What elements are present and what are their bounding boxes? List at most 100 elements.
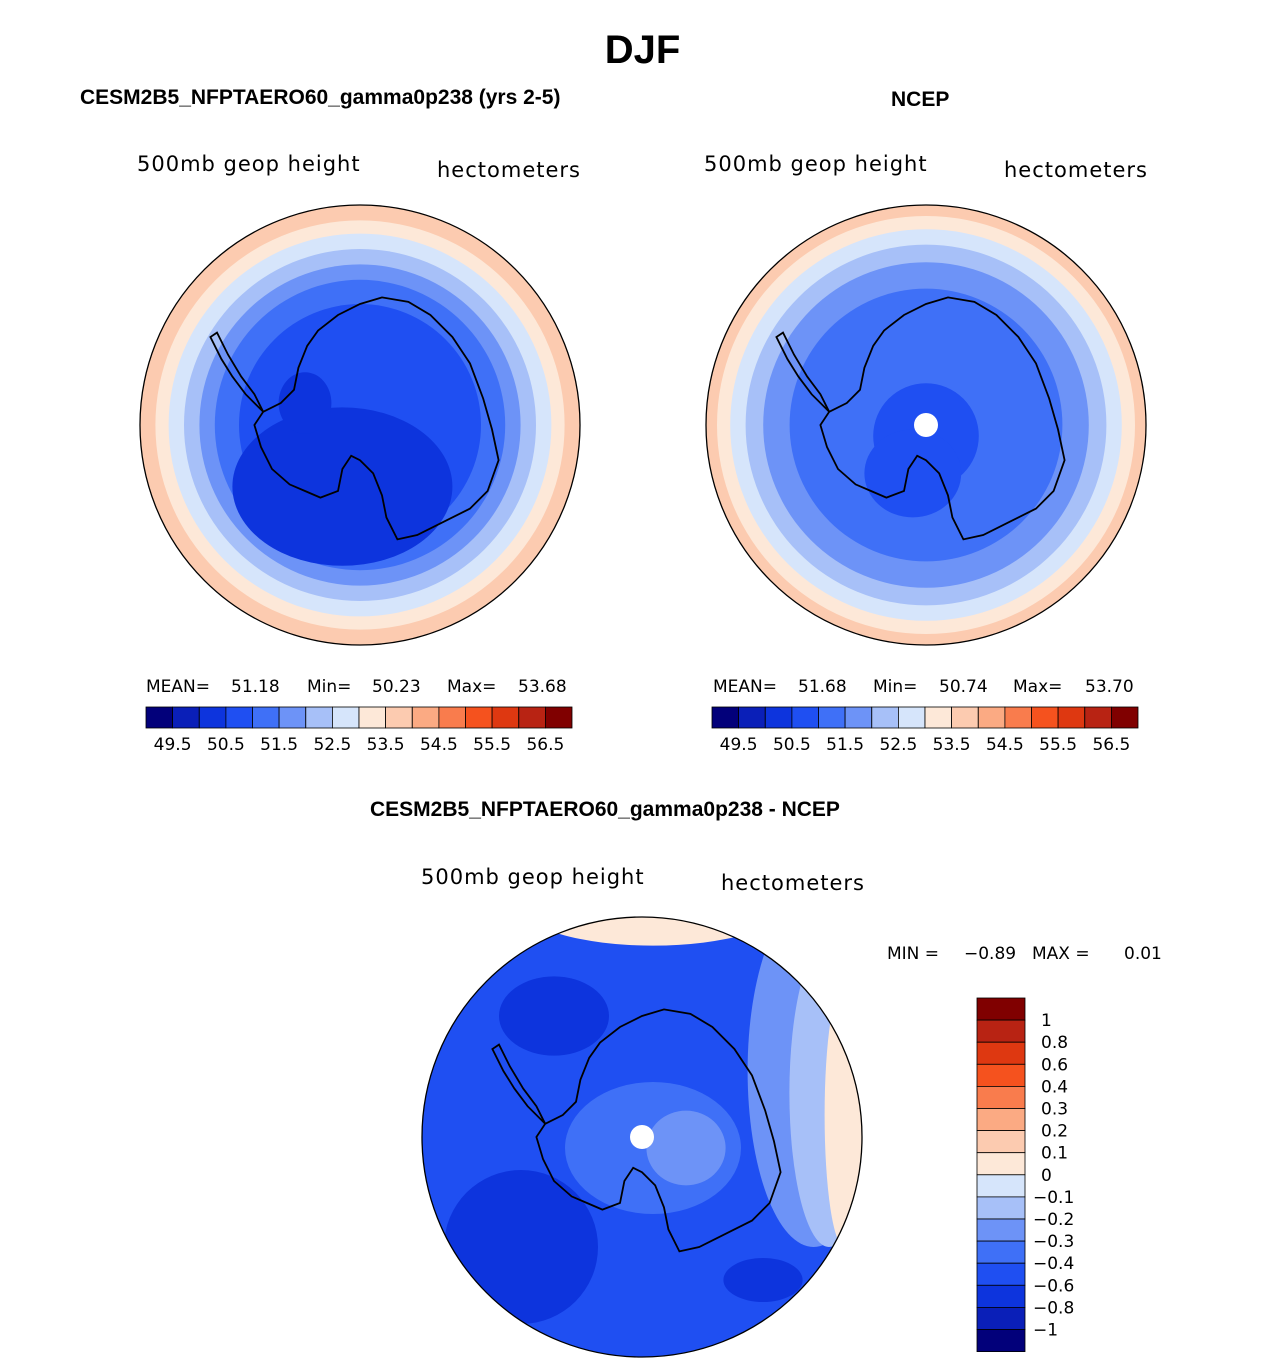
diff-colorbar-tick-label: 0.2 <box>1041 1122 1068 1142</box>
diff-colorbar-box-14 <box>976 1307 1026 1330</box>
model-colorbar-box-7 <box>331 706 360 729</box>
diff-colorbar-tick-label: −0.3 <box>1033 1232 1074 1252</box>
model-colorbar-box-6 <box>305 706 333 729</box>
obs-pole-marker <box>914 413 938 437</box>
model-coastline <box>209 296 500 541</box>
page-title: DJF <box>604 28 681 72</box>
diff-colorbar-tick-label: −0.1 <box>1033 1188 1074 1208</box>
model-mean-label: MEAN= <box>146 677 210 697</box>
obs-panel-title: NCEP <box>891 88 950 111</box>
model-colorbar-tick-label: 53.5 <box>367 735 405 755</box>
model-colorbar-box-0 <box>145 706 174 729</box>
diff-colorbar-box-3 <box>976 1063 1026 1087</box>
obs-colorbar-box-3 <box>791 706 819 729</box>
diff-colorbar-box-7 <box>976 1152 1026 1176</box>
obs-colorbar-box-6 <box>871 706 899 729</box>
diff-colorbar-box-5 <box>976 1108 1026 1132</box>
model-colorbar-tick-label: 54.5 <box>420 735 458 755</box>
model-min-label: Min= <box>307 677 352 697</box>
obs-colorbar-tick-label: 51.5 <box>826 735 864 755</box>
model-peninsula-coast <box>209 331 265 413</box>
obs-max-label: Max= <box>1013 677 1063 697</box>
diff-colorbar-box-4 <box>976 1086 1026 1109</box>
diff-colorbar-tick-label: 0 <box>1041 1166 1052 1186</box>
diff-panel-title: CESM2B5_NFPTAERO60_gamma0p238 - NCEP <box>370 798 840 821</box>
diff-colorbar-box-2 <box>976 1041 1026 1065</box>
diff-units-label: hectometers <box>721 871 865 895</box>
diff-colorbar-box-9 <box>976 1196 1026 1220</box>
diff-contour-region-6 <box>444 1170 598 1324</box>
diff-colorbar-tick-label: −1 <box>1033 1321 1058 1341</box>
model-max-label: Max= <box>447 677 497 697</box>
model-map-border <box>139 204 581 646</box>
obs-colorbar-box-15 <box>1111 706 1139 729</box>
model-polar-map <box>140 205 580 645</box>
obs-colorbar-tick-label: 49.5 <box>720 735 758 755</box>
obs-units-label: hectometers <box>1004 158 1148 182</box>
obs-colorbar-box-0 <box>711 706 740 729</box>
diff-pole-marker <box>630 1125 654 1149</box>
model-colorbar-tick-label: 55.5 <box>473 735 511 755</box>
obs-colorbar-box-10 <box>977 706 1006 729</box>
obs-colorbar-tick-label: 56.5 <box>1092 735 1130 755</box>
obs-coastline <box>775 296 1066 541</box>
obs-field-label: 500mb geop height <box>704 152 928 176</box>
model-antarctica-coast <box>253 296 500 541</box>
obs-colorbar-tick-label: 52.5 <box>879 735 917 755</box>
model-contour-region-0 <box>232 407 453 566</box>
obs-colorbar-box-1 <box>738 706 766 729</box>
model-min-value: 50.23 <box>372 677 421 697</box>
diff-contour-region-7 <box>499 976 609 1056</box>
model-colorbar-tick-label: 49.5 <box>154 735 192 755</box>
diff-peninsula-coast <box>491 1043 547 1125</box>
model-colorbar-tick-label: 51.5 <box>260 735 298 755</box>
obs-max-value: 53.70 <box>1085 677 1134 697</box>
model-max-value: 53.68 <box>518 677 567 697</box>
diff-colorbar-box-6 <box>976 1130 1026 1154</box>
model-colorbar-tick-label: 50.5 <box>207 735 245 755</box>
model-colorbar-box-1 <box>172 706 200 729</box>
obs-min-label: Min= <box>873 677 918 697</box>
model-panel-title: CESM2B5_NFPTAERO60_gamma0p238 (yrs 2-5) <box>80 86 561 109</box>
model-colorbar-box-11 <box>438 706 466 729</box>
diff-colorbar-tick-label: 0.1 <box>1041 1144 1068 1164</box>
model-colorbar-box-10 <box>411 706 440 729</box>
obs-colorbar: 49.5 50.5 51.5 52.5 53.5 54.5 55.5 56.5 <box>711 706 1139 755</box>
model-colorbar-box-13 <box>491 706 520 729</box>
diff-map-border <box>421 916 863 1358</box>
obs-map-border <box>705 204 1147 646</box>
model-units-label: hectometers <box>437 158 581 182</box>
diff-colorbar-tick-label: 1 <box>1041 1011 1052 1031</box>
obs-colorbar-box-9 <box>951 706 979 729</box>
model-colorbar-box-9 <box>385 706 413 729</box>
obs-colorbar-box-2 <box>764 706 793 729</box>
diff-colorbar-box-1 <box>976 1019 1026 1043</box>
diff-colorbar-box-12 <box>976 1262 1026 1286</box>
diff-max-value: 0.01 <box>1124 944 1162 964</box>
obs-colorbar-box-5 <box>844 706 873 729</box>
diff-colorbar-box-15 <box>976 1329 1026 1353</box>
diff-colorbar-tick-label: −0.8 <box>1033 1298 1074 1318</box>
obs-colorbar-box-13 <box>1057 706 1086 729</box>
obs-colorbar-box-12 <box>1031 706 1059 729</box>
diff-max-label: MAX = <box>1032 944 1090 964</box>
obs-colorbar-tick-label: 53.5 <box>933 735 971 755</box>
model-colorbar-box-14 <box>518 706 546 729</box>
diff-polar-map <box>422 917 862 1357</box>
diff-min-value: −0.89 <box>964 944 1017 964</box>
diff-colorbar-tick-label: 0.6 <box>1041 1055 1068 1075</box>
model-colorbar-box-12 <box>465 706 493 729</box>
model-colorbar-tick-label: 52.5 <box>313 735 351 755</box>
model-contour-region-1 <box>278 372 332 434</box>
obs-min-value: 50.74 <box>939 677 988 697</box>
obs-colorbar-box-11 <box>1004 706 1032 729</box>
diff-coastline <box>491 1008 782 1253</box>
diff-antarctica-coast <box>535 1008 782 1253</box>
diff-colorbar-tick-label: −0.6 <box>1033 1276 1074 1296</box>
model-field-label: 500mb geop height <box>137 152 361 176</box>
obs-antarctica-coast <box>819 296 1066 541</box>
obs-colorbar-box-7 <box>898 706 926 729</box>
diff-colorbar-box-0 <box>976 997 1026 1021</box>
obs-colorbar-box-4 <box>818 706 846 729</box>
